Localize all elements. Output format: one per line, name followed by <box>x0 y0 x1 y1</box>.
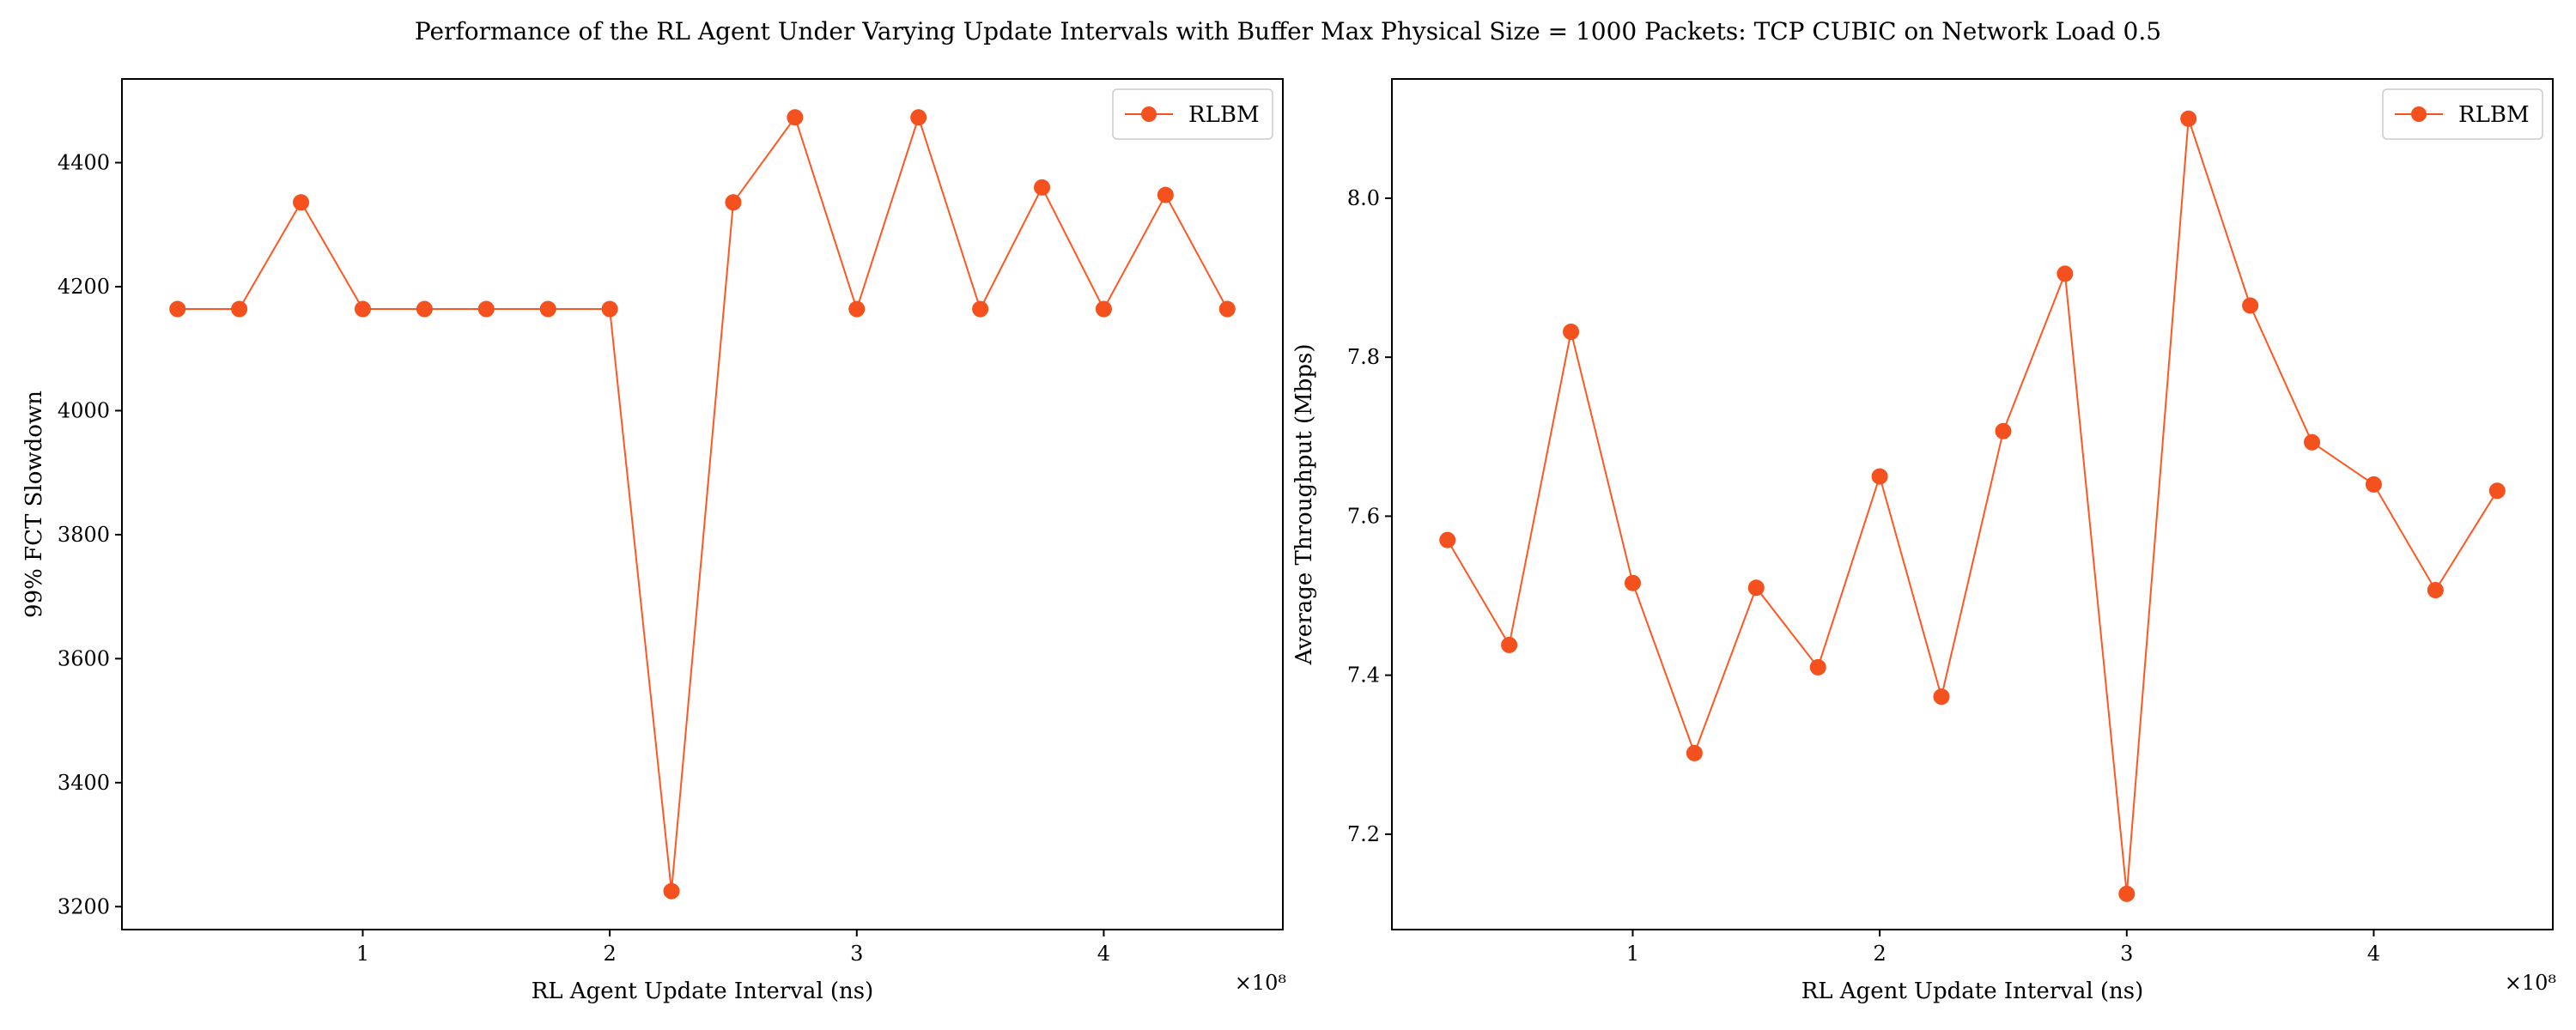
series-line-rlbm <box>1446 118 2499 894</box>
data-point <box>1809 658 1826 676</box>
data-point <box>1501 636 1518 653</box>
data-point <box>1995 422 2012 439</box>
x-tick-label: 2 <box>603 942 616 966</box>
x-offset-text: ×10⁸ <box>1235 971 1286 995</box>
data-point <box>416 300 433 318</box>
x-axis-label: RL Agent Update Interval (ns) <box>1801 978 2144 1004</box>
x-tick-label: 3 <box>850 942 863 966</box>
axes-frame <box>121 78 1284 930</box>
x-tick-label: 3 <box>2120 942 2133 966</box>
legend-label: RLBM <box>2458 102 2530 128</box>
axes-frame <box>1391 78 2554 930</box>
throughput-chart: 1 2 3 4 7.2 7.4 7.6 7.8 8.0 RL Agent Update Inter… <box>1291 78 2556 1004</box>
fct-slowdown-chart: 1 2 3 4 3200 3400 3600 3800 4000 4200 4400 RL Agent… <box>21 78 1286 1004</box>
data-point <box>2488 482 2506 500</box>
legend-box <box>1112 88 1273 140</box>
data-point <box>1933 688 1950 706</box>
y-tick-label: 4400 <box>58 151 110 175</box>
data-point <box>477 300 495 318</box>
series-line-rlbm <box>177 114 1229 892</box>
data-point <box>910 109 927 126</box>
data-point <box>972 300 989 318</box>
data-point <box>1563 324 1580 341</box>
legend: RLBM <box>2382 88 2543 140</box>
x-axis-label: RL Agent Update Interval (ns) <box>532 978 874 1004</box>
data-point <box>1686 744 1703 761</box>
data-point <box>1624 574 1641 591</box>
data-point <box>1747 579 1765 597</box>
y-tick-label: 3200 <box>58 894 110 918</box>
x-tick-label: 4 <box>2367 942 2380 966</box>
data-point <box>2427 582 2444 599</box>
figure-title: Performance of the RL Agent Under Varyin… <box>415 17 2161 45</box>
data-point <box>1157 186 1174 203</box>
data-point <box>1034 179 1051 196</box>
data-point <box>1095 300 1112 318</box>
data-point <box>2180 110 2197 127</box>
data-point <box>2057 265 2074 282</box>
data-point <box>293 194 310 211</box>
data-point <box>231 300 248 318</box>
y-tick-label: 4200 <box>58 275 110 299</box>
data-point <box>601 300 618 318</box>
data-point <box>539 300 556 318</box>
data-point <box>663 882 680 900</box>
y-axis-label: Average Throughput (Mbps) <box>1291 344 1317 666</box>
data-point <box>848 300 866 318</box>
legend-marker <box>1141 106 1157 122</box>
data-point <box>1439 531 1456 548</box>
y-tick-label: 3600 <box>58 646 110 670</box>
y-tick-label: 8.0 <box>1347 186 1380 210</box>
x-offset-text: ×10⁸ <box>2505 971 2556 995</box>
data-point <box>2242 297 2259 314</box>
x-tick-label: 4 <box>1097 942 1110 966</box>
y-tick-label: 3400 <box>58 771 110 795</box>
data-point <box>2118 885 2136 902</box>
y-tick-label: 4000 <box>58 398 110 422</box>
legend-marker <box>2411 106 2427 122</box>
y-tick-label: 3800 <box>58 523 110 547</box>
data-point <box>354 300 371 318</box>
data-point <box>787 109 804 126</box>
data-point <box>1218 300 1236 318</box>
y-tick-label: 7.4 <box>1347 663 1380 688</box>
x-tick-label: 2 <box>1873 942 1886 966</box>
data-point <box>1871 468 1888 485</box>
data-point <box>169 300 186 318</box>
x-tick-label: 1 <box>1626 942 1639 966</box>
y-tick-label: 7.8 <box>1347 345 1380 369</box>
y-tick-label: 7.2 <box>1347 822 1380 846</box>
x-tick-label: 1 <box>356 942 369 966</box>
data-point <box>2304 433 2321 451</box>
y-axis-label: 99% FCT Slowdown <box>21 391 47 618</box>
legend-box <box>2382 88 2543 140</box>
legend: RLBM <box>1112 88 1273 140</box>
data-point <box>725 194 742 211</box>
data-point <box>2365 476 2382 493</box>
y-tick-label: 7.6 <box>1347 504 1380 528</box>
legend-label: RLBM <box>1188 102 1260 128</box>
